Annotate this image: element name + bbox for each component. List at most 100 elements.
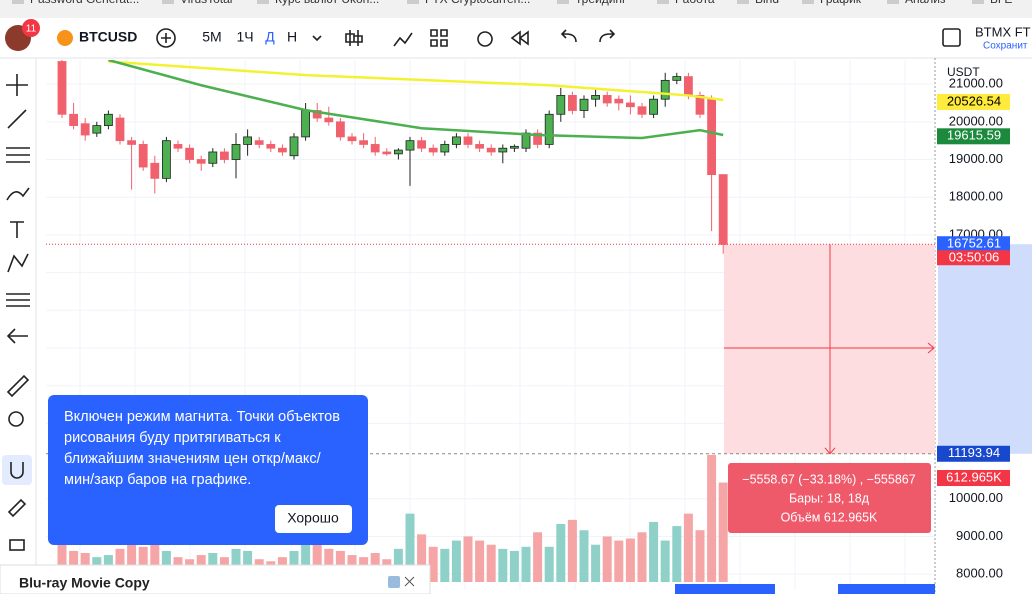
bookmark[interactable]: График bbox=[820, 0, 862, 6]
bookmark-icon bbox=[557, 0, 569, 4]
bookmark-icon bbox=[407, 0, 419, 4]
measure-box bbox=[728, 463, 931, 533]
volume-bar bbox=[707, 455, 717, 582]
candle-body bbox=[591, 95, 600, 100]
volume-bar bbox=[451, 540, 461, 582]
candle-body bbox=[335, 121, 345, 138]
bookmark-icon bbox=[12, 0, 24, 4]
candle-body bbox=[544, 113, 554, 145]
bookmark[interactable]: Трейдинг bbox=[575, 0, 627, 6]
candle-body bbox=[660, 79, 670, 100]
magnet-active[interactable] bbox=[2, 455, 32, 485]
interval[interactable]: Д bbox=[265, 29, 275, 45]
ad-title[interactable]: Blu-ray Movie Copy bbox=[19, 575, 150, 591]
alert-icon[interactable] bbox=[477, 31, 493, 47]
candle-body bbox=[266, 144, 276, 149]
currency[interactable]: USDT bbox=[947, 65, 980, 79]
undo[interactable] bbox=[560, 29, 577, 43]
replay-icon[interactable] bbox=[510, 30, 529, 46]
candle-body bbox=[92, 125, 102, 134]
candle-body bbox=[324, 117, 334, 123]
volume-bar bbox=[301, 532, 311, 582]
layout-icon[interactable] bbox=[430, 29, 448, 47]
ruler-tool[interactable] bbox=[6, 374, 30, 398]
candle-body bbox=[312, 110, 322, 119]
volume-bar bbox=[417, 534, 427, 582]
bookmark[interactable]: Работа bbox=[675, 0, 715, 6]
interval[interactable]: 5М bbox=[202, 29, 221, 45]
volume-bar bbox=[428, 546, 438, 582]
candle-body bbox=[579, 98, 589, 111]
measure-arrow-h bbox=[724, 342, 935, 354]
bookmark[interactable]: Курс валют Ukon... bbox=[275, 0, 379, 6]
save-label[interactable]: Сохранит bbox=[983, 41, 1028, 52]
interval[interactable]: 1Ч bbox=[236, 29, 253, 45]
indicators-icon[interactable] bbox=[393, 32, 413, 47]
prediction-tool[interactable] bbox=[6, 293, 30, 307]
volume-bar bbox=[672, 526, 682, 582]
bookmark[interactable]: FTX Cryptocurren... bbox=[425, 0, 530, 6]
volume-bar bbox=[509, 550, 519, 582]
candle-body bbox=[637, 106, 647, 115]
tooltip-text: Включен режим магнита. Точки объектов bbox=[64, 409, 340, 425]
candle-body bbox=[301, 110, 311, 138]
volume-bar bbox=[637, 532, 647, 582]
candle-body bbox=[196, 159, 206, 164]
symbol[interactable]: BTCUSD bbox=[79, 29, 137, 45]
zoom-tool[interactable] bbox=[8, 411, 24, 427]
magnet-icon bbox=[10, 462, 24, 479]
redo[interactable] bbox=[599, 29, 616, 43]
bookmark[interactable]: Bind bbox=[755, 0, 779, 6]
volume-bar bbox=[625, 538, 635, 582]
volume-bar bbox=[567, 519, 577, 582]
bookmark-icon bbox=[887, 0, 899, 4]
candle-body bbox=[568, 95, 577, 111]
candles-icon[interactable] bbox=[345, 30, 363, 46]
candle-body bbox=[277, 147, 287, 153]
candle-body bbox=[150, 162, 160, 179]
lock-icon[interactable] bbox=[9, 539, 25, 551]
fib-tool[interactable] bbox=[6, 147, 30, 163]
back-tool[interactable] bbox=[6, 328, 28, 344]
volume-bar bbox=[602, 536, 612, 582]
pattern-tool[interactable] bbox=[7, 253, 29, 273]
volume-bar bbox=[440, 548, 450, 582]
ad-close[interactable] bbox=[404, 576, 415, 587]
bookmark[interactable]: Password Generat... bbox=[30, 0, 139, 6]
candle-body bbox=[219, 151, 229, 160]
interval[interactable]: Н bbox=[287, 29, 297, 45]
volume-bar bbox=[486, 544, 496, 582]
candle-body bbox=[347, 136, 357, 142]
tooltip-text: ближайшим значениям цен откр/макс/ bbox=[64, 451, 322, 467]
candle-body bbox=[626, 102, 635, 108]
lock-draw[interactable] bbox=[7, 498, 27, 518]
bookmark[interactable]: VirusTotal bbox=[180, 0, 232, 6]
measure-axis-zone bbox=[938, 244, 1032, 454]
candle-body bbox=[370, 144, 380, 153]
bookmark-bar bbox=[0, 0, 1032, 18]
ok-button[interactable] bbox=[275, 505, 352, 533]
add-symbol[interactable] bbox=[156, 28, 176, 48]
brush-tool[interactable] bbox=[6, 187, 30, 201]
candle-body bbox=[440, 144, 450, 153]
volume-bar bbox=[57, 544, 67, 582]
crosshair-tool[interactable] bbox=[6, 74, 28, 96]
trend-tool[interactable] bbox=[7, 109, 27, 129]
text-tool[interactable] bbox=[10, 221, 24, 238]
moving-average bbox=[108, 60, 724, 140]
volume-bar bbox=[405, 513, 415, 582]
moving-average bbox=[108, 60, 724, 102]
checkbox[interactable] bbox=[942, 28, 961, 47]
candle-body bbox=[649, 98, 658, 115]
candle-body bbox=[509, 145, 519, 149]
bookmark-icon bbox=[972, 0, 984, 4]
volume-bar bbox=[463, 536, 473, 582]
bookmark[interactable]: Анализ bbox=[905, 0, 946, 6]
volume-bar bbox=[556, 524, 566, 582]
btc-icon bbox=[57, 30, 73, 46]
candle-body bbox=[173, 144, 183, 149]
bookmark[interactable]: БГЕ bbox=[990, 0, 1012, 6]
y-tick-label: 19000.00 bbox=[949, 151, 1003, 166]
price-label-bg bbox=[937, 236, 1010, 253]
